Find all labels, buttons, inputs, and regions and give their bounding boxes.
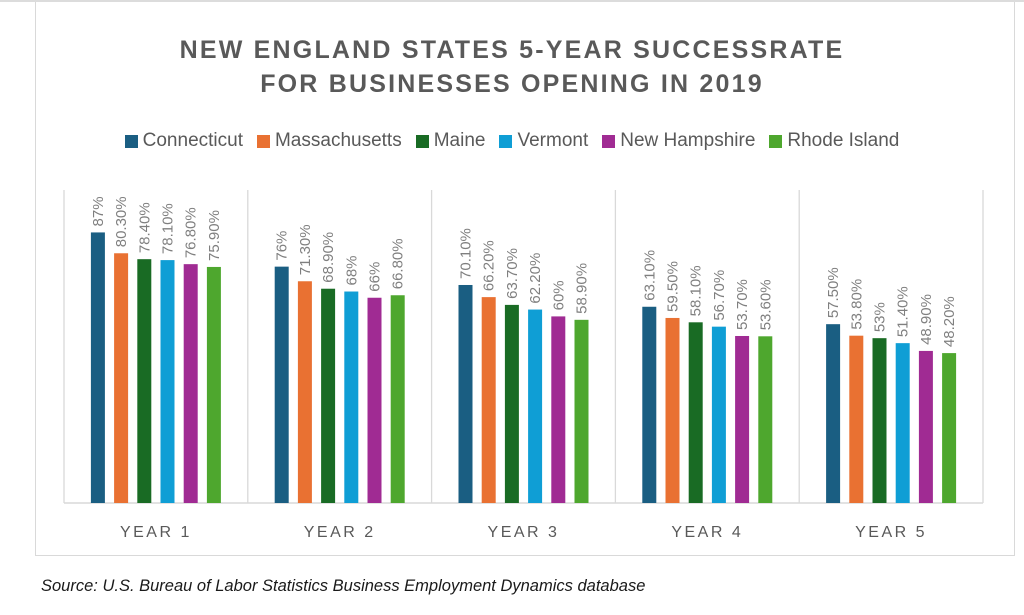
x-tick-label: YEAR 5	[855, 524, 927, 541]
bar-connecticut-year-4	[642, 306, 657, 503]
data-label: 56.70%	[711, 270, 728, 321]
bar-vermont-year-5	[895, 343, 910, 503]
data-label: 71.30%	[297, 224, 314, 275]
chart-title-line-1: NEW ENGLAND STATES 5-YEAR SUCCESSRATE	[179, 36, 845, 64]
bar-vermont-year-1	[160, 260, 175, 503]
data-label: 68%	[343, 255, 360, 285]
data-label: 63.10%	[641, 250, 658, 301]
data-label: 76%	[274, 231, 291, 261]
legend-swatch	[124, 134, 138, 148]
data-label: 70.10%	[458, 228, 475, 279]
data-label: 53.80%	[848, 279, 865, 330]
data-label: 66.80%	[390, 238, 407, 289]
chart-title-line-2: FOR BUSINESSES OPENING IN 2019	[260, 70, 764, 98]
bar-new-hampshire-year-4	[735, 335, 750, 503]
bar-massachusetts-year-2	[297, 281, 312, 503]
bar-connecticut-year-1	[90, 232, 105, 503]
source-caption: Source: U.S. Bureau of Labor Statistics …	[41, 577, 646, 595]
data-label: 68.90%	[320, 232, 337, 283]
legend-label: New Hampshire	[620, 130, 756, 151]
data-label: 48.20%	[941, 296, 958, 347]
data-label: 78.40%	[136, 202, 153, 253]
legend-item-new-hampshire: New Hampshire	[602, 130, 755, 152]
legend-item-massachusetts: Massachusetts	[256, 130, 402, 152]
legend-item-maine: Maine	[415, 130, 486, 152]
legend-label: Vermont	[517, 130, 589, 151]
bar-new-hampshire-year-5	[918, 350, 933, 503]
bar-rhode-island-year-1	[206, 266, 221, 503]
legend-label: Rhode Island	[787, 130, 900, 151]
data-label: 53.60%	[757, 279, 774, 330]
legend-swatch	[769, 134, 783, 148]
bar-rhode-island-year-5	[942, 353, 957, 503]
legend-label: Maine	[433, 130, 486, 151]
x-tick-label: YEAR 1	[120, 524, 192, 541]
bar-maine-year-3	[504, 304, 519, 503]
bar-maine-year-1	[137, 259, 152, 503]
x-tick-label: YEAR 4	[671, 524, 743, 541]
bar-massachusetts-year-5	[849, 335, 864, 503]
data-label: 76.80%	[183, 207, 200, 258]
legend-label: Connecticut	[142, 130, 243, 151]
data-label: 58.10%	[688, 265, 705, 316]
data-label: 57.50%	[825, 267, 842, 318]
chart-frame	[35, 2, 1015, 556]
legend-swatch	[499, 134, 513, 148]
legend-swatch	[256, 134, 270, 148]
bar-new-hampshire-year-3	[551, 316, 566, 503]
bar-new-hampshire-year-2	[367, 297, 382, 503]
bar-rhode-island-year-2	[390, 295, 405, 503]
data-label: 59.50%	[665, 261, 682, 312]
data-label: 75.90%	[206, 210, 223, 261]
bar-vermont-year-3	[528, 309, 543, 503]
data-label: 87%	[90, 196, 107, 226]
bar-maine-year-5	[872, 338, 887, 503]
legend-item-vermont: Vermont	[499, 130, 588, 152]
bar-maine-year-4	[688, 322, 703, 503]
legend-swatch	[415, 134, 429, 148]
data-label: 63.70%	[504, 248, 521, 299]
bar-maine-year-2	[321, 288, 336, 503]
legend-swatch	[602, 134, 616, 148]
data-label: 66%	[367, 262, 384, 292]
bar-vermont-year-4	[711, 326, 726, 503]
data-label: 58.90%	[574, 263, 591, 314]
data-label: 66.20%	[481, 240, 498, 291]
data-label: 53.70%	[734, 279, 751, 330]
bar-connecticut-year-5	[826, 324, 841, 503]
data-label: 53%	[872, 302, 889, 332]
bar-connecticut-year-2	[274, 266, 289, 503]
x-tick-label: YEAR 3	[488, 524, 560, 541]
data-label: 60%	[550, 280, 567, 310]
bar-rhode-island-year-3	[574, 319, 589, 503]
legend-label: Massachusetts	[274, 130, 402, 151]
bar-massachusetts-year-3	[481, 297, 496, 503]
legend-item-rhode-island: Rhode Island	[769, 130, 899, 152]
data-label: 80.30%	[113, 196, 130, 247]
top-border-line	[0, 0, 1024, 2]
data-label: 62.20%	[527, 253, 544, 304]
bar-massachusetts-year-4	[665, 317, 680, 503]
x-tick-label: YEAR 2	[304, 524, 376, 541]
bar-connecticut-year-3	[458, 284, 473, 503]
bar-rhode-island-year-4	[758, 336, 773, 503]
data-label: 48.90%	[918, 294, 935, 345]
data-label: 78.10%	[160, 203, 177, 254]
chart-legend: Connecticut Massachusetts Maine Vermont New …	[0, 130, 1024, 152]
data-label: 51.40%	[895, 286, 912, 337]
bar-massachusetts-year-1	[114, 253, 129, 503]
bar-new-hampshire-year-1	[183, 264, 198, 503]
bar-vermont-year-2	[344, 291, 359, 503]
chart-title: NEW ENGLAND STATES 5-YEAR SUCCESSRATE FO…	[0, 33, 1024, 101]
legend-item-connecticut: Connecticut	[124, 130, 243, 152]
